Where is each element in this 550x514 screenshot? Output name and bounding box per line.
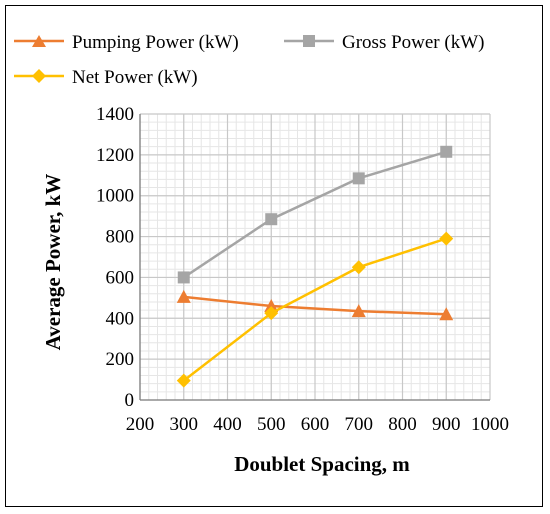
data-point bbox=[351, 304, 366, 318]
y-tick-label: 200 bbox=[106, 349, 135, 370]
data-point bbox=[176, 373, 191, 388]
x-tick-label: 200 bbox=[126, 414, 155, 435]
legend-label-gross: Gross Power (kW) bbox=[342, 32, 484, 53]
y-tick-label: 0 bbox=[125, 390, 135, 411]
legend-marker-net bbox=[32, 69, 46, 83]
legend-item-net: Net Power (kW) bbox=[14, 67, 198, 88]
y-axis-title: Average Power, kW bbox=[41, 174, 65, 351]
y-tick-label: 600 bbox=[106, 267, 135, 288]
y-tick-label: 1000 bbox=[96, 186, 134, 207]
x-tick-label: 300 bbox=[170, 414, 199, 435]
y-tick-label: 1200 bbox=[96, 145, 134, 166]
data-point bbox=[177, 271, 190, 284]
data-point bbox=[440, 145, 453, 158]
grid bbox=[139, 113, 491, 401]
x-tick-label: 800 bbox=[388, 414, 417, 435]
series-line bbox=[183, 150, 447, 279]
x-tick-label: 500 bbox=[257, 414, 286, 435]
series-diamond bbox=[176, 231, 454, 388]
y-tick-labels: 0 200 400 600 800 1000 1200 1400 bbox=[96, 104, 134, 411]
data-point bbox=[352, 172, 365, 185]
chart-frame bbox=[5, 5, 543, 507]
data-point bbox=[176, 289, 191, 303]
series-triangle bbox=[176, 289, 454, 321]
data-point bbox=[265, 213, 278, 226]
legend-marker-gross bbox=[303, 35, 315, 47]
data-point bbox=[264, 306, 279, 321]
x-tick-label: 400 bbox=[213, 414, 242, 435]
data-point bbox=[264, 299, 279, 313]
axes bbox=[139, 114, 490, 401]
legend: Pumping Power (kW) Gross Power (kW) Net … bbox=[14, 32, 484, 88]
legend-label-pumping: Pumping Power (kW) bbox=[72, 32, 239, 53]
legend-item-pumping: Pumping Power (kW) bbox=[14, 32, 239, 53]
x-tick-label: 600 bbox=[301, 414, 330, 435]
x-axis-title: Doublet Spacing, m bbox=[234, 452, 410, 476]
data-point bbox=[351, 260, 366, 275]
data-point bbox=[439, 231, 454, 246]
series-line bbox=[183, 295, 447, 316]
y-tick-label: 400 bbox=[106, 308, 135, 329]
legend-marker-pumping bbox=[32, 35, 46, 47]
x-tick-label: 700 bbox=[345, 414, 374, 435]
x-tick-label: 900 bbox=[432, 414, 461, 435]
y-tick-label: 1400 bbox=[96, 104, 134, 125]
x-tick-label: 1000 bbox=[471, 414, 509, 435]
series-layer bbox=[176, 145, 454, 388]
x-tick-labels: 200 300 400 500 600 700 800 900 1000 bbox=[126, 414, 509, 435]
series-square bbox=[177, 145, 453, 284]
y-tick-label: 800 bbox=[106, 227, 135, 248]
series-line bbox=[182, 237, 447, 382]
legend-item-gross: Gross Power (kW) bbox=[284, 32, 484, 53]
legend-label-net: Net Power (kW) bbox=[72, 67, 198, 88]
data-point bbox=[439, 307, 454, 321]
